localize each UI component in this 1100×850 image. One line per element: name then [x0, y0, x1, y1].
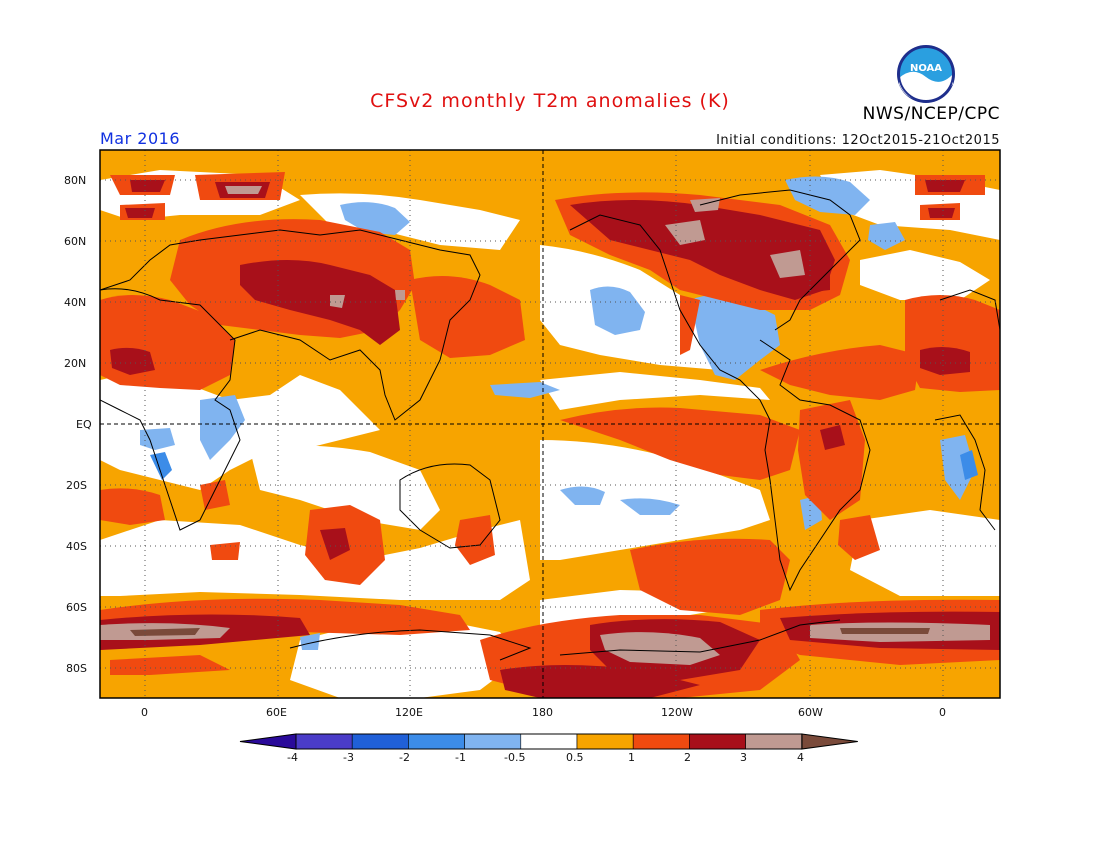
lat-label: 20N: [64, 357, 87, 370]
colorbar-swatch: [576, 733, 634, 750]
colorbar-swatch: [689, 733, 746, 750]
colorbar-swatch: [520, 733, 578, 750]
colorbar-tick-label: -3: [343, 751, 354, 764]
valid-month-label: Mar 2016: [100, 129, 180, 148]
colorbar-swatch: [351, 733, 409, 750]
colorbar-tick-label: -0.5: [504, 751, 526, 764]
colorbar-tick-label: 2: [684, 751, 691, 764]
lat-label: 60S: [66, 601, 87, 614]
anomaly-field: [100, 150, 1000, 698]
colorbar-swatch: [295, 733, 353, 750]
reference-lines: [100, 150, 1000, 698]
colorbar-tick-label: 3: [740, 751, 747, 764]
lat-label: 40S: [66, 540, 87, 553]
svg-text:NOAA: NOAA: [910, 63, 942, 74]
colorbar-tick-label: 0.5: [566, 751, 584, 764]
lat-label: 40N: [64, 296, 87, 309]
lon-label: 120E: [395, 706, 423, 719]
colorbar-swatch: [632, 733, 690, 750]
lon-label: 0: [939, 706, 946, 719]
colorbar-swatch: [745, 733, 803, 750]
lon-label: 0: [141, 706, 148, 719]
map-frame: [99, 149, 1001, 699]
colorbar-swatch: [464, 733, 522, 750]
lat-label: 20S: [66, 479, 87, 492]
lon-label: 180: [532, 706, 553, 719]
noaa-logo: NOAA: [897, 45, 955, 103]
colorbar-tick-label: 1: [628, 751, 635, 764]
lat-label: EQ: [76, 418, 92, 431]
colorbar-tick-label: -1: [455, 751, 466, 764]
colorbar-arrow-high: [801, 733, 858, 750]
colorbar-tick-label: -4: [287, 751, 298, 764]
lon-label: 60E: [266, 706, 287, 719]
agency-label: NWS/NCEP/CPC: [862, 104, 1000, 124]
colorbar-arrow-low: [239, 733, 297, 750]
colorbar-swatches: [239, 733, 858, 750]
colorbar-tick-label: 4: [797, 751, 804, 764]
initial-conditions-label: Initial conditions: 12Oct2015-21Oct2015: [716, 133, 1000, 148]
lat-label: 60N: [64, 235, 87, 248]
lat-label: 80N: [64, 174, 87, 187]
lon-label: 60W: [798, 706, 823, 719]
colorbar-tick-label: -2: [399, 751, 410, 764]
lon-label: 120W: [661, 706, 693, 719]
map-title: CFSv2 monthly T2m anomalies (K): [370, 90, 730, 112]
lat-label: 80S: [66, 662, 87, 675]
colorbar-swatch: [408, 733, 465, 750]
